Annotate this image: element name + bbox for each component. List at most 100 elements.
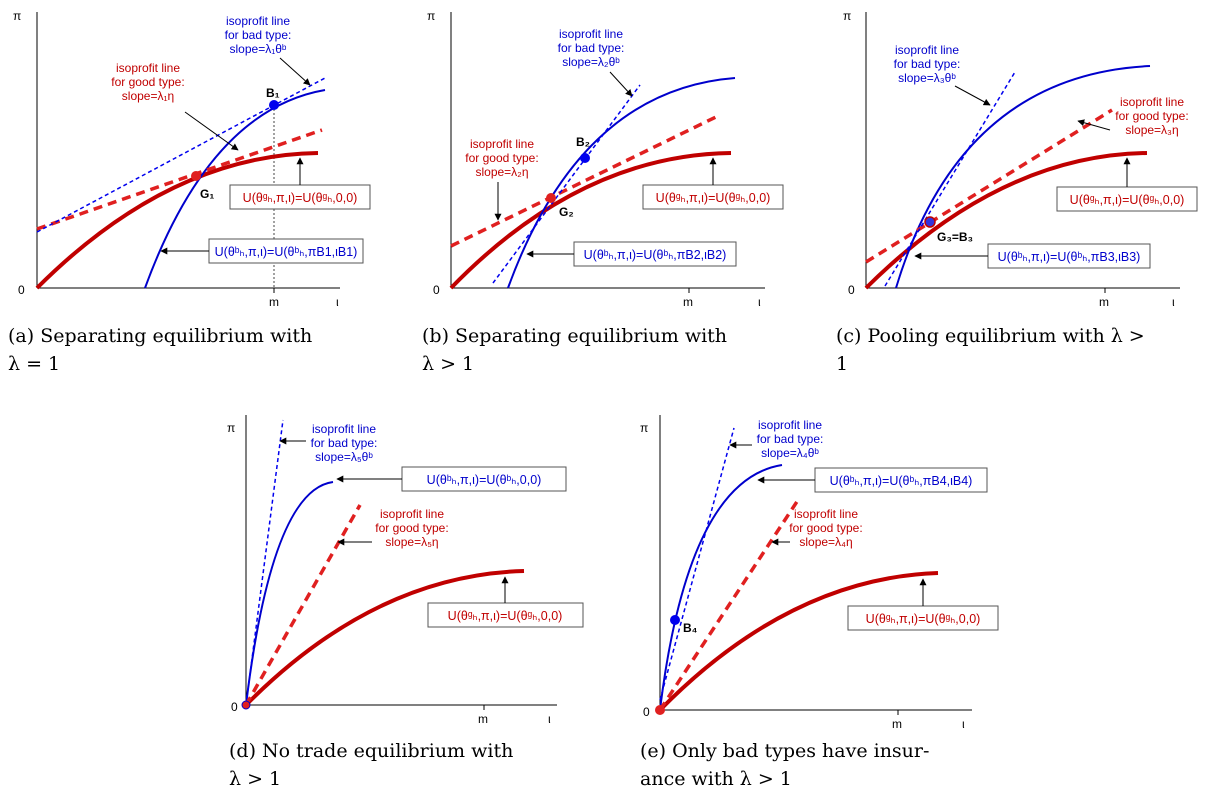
- svg-text:for bad type:: for bad type:: [894, 57, 961, 71]
- caption-d-line2: λ > 1: [229, 768, 281, 790]
- svg-text:slope=λ₄θᵇ: slope=λ₄θᵇ: [761, 446, 819, 460]
- point-g1: [191, 171, 201, 181]
- good-type-indifference-curve: [658, 571, 939, 712]
- bad-isoprofit-note: isoprofit line for bad type: slope=λ₄θᵇ: [757, 418, 824, 460]
- good-type-indifference-curve: [35, 151, 319, 290]
- good-curve-box: [229, 184, 371, 210]
- svg-text:slope=λ₃η: slope=λ₃η: [1125, 123, 1178, 137]
- origin-label: 0: [848, 283, 855, 297]
- good-curve-box: [847, 605, 999, 631]
- x-axis-label: ι: [336, 295, 339, 309]
- origin-label: 0: [18, 283, 25, 297]
- svg-text:isoprofit line: isoprofit line: [1120, 95, 1184, 109]
- bad-isoprofit-note: isoprofit line for bad type: slope=λ₅θᵇ: [311, 422, 378, 464]
- origin-label: 0: [433, 283, 440, 297]
- bad-isoprofit-line: [245, 419, 284, 706]
- caption-a-line2: λ = 1: [8, 353, 60, 375]
- svg-text:slope=λ₁η: slope=λ₁η: [122, 89, 174, 103]
- bad-type-indifference-curve: [659, 464, 783, 711]
- bad-note-arrow: [954, 85, 991, 106]
- good-curve-label: U(θᵍₕ,π,ι)=U(θᵍₕ,0,0): [866, 612, 981, 626]
- bad-isoprofit-note: isoprofit line for bad type: slope=λ₃θᵇ: [894, 43, 961, 85]
- panel-c: π 0 m ι G₃=B₃ isoprofit line for bad typ…: [836, 9, 1198, 375]
- good-isoprofit-line: [658, 496, 802, 711]
- svg-text:isoprofit line: isoprofit line: [380, 507, 444, 521]
- caption-e-line1: (e) Only bad types have insur-: [640, 740, 929, 762]
- point-g1-label: G₁: [200, 187, 214, 201]
- svg-text:for bad type:: for bad type:: [225, 28, 292, 42]
- y-axis-label: π: [843, 9, 851, 23]
- panel-d: π 0 m ι isoprofit line for bad type: slo…: [227, 415, 584, 790]
- caption-b-line1: (b) Separating equilibrium with: [422, 325, 727, 347]
- good-isoprofit-note: isoprofit line for good type: slope=λ₁η: [111, 61, 184, 103]
- bad-curve-label: U(θᵇₕ,π,ι)=U(θᵇₕ,0,0): [427, 473, 542, 487]
- point-b2: [580, 153, 590, 163]
- good-curve-box: [642, 184, 784, 210]
- bad-curve-box: [401, 466, 567, 492]
- bad-type-indifference-curve: [245, 481, 334, 706]
- bad-curve-label: U(θᵇₕ,π,ι)=U(θᵇₕ,πB1,ιB1): [215, 245, 358, 259]
- good-isoprofit-line: [36, 128, 323, 231]
- svg-text:isoprofit line: isoprofit line: [895, 43, 959, 57]
- svg-text:slope=λ₂θᵇ: slope=λ₂θᵇ: [562, 55, 620, 69]
- svg-text:for good type:: for good type:: [1115, 109, 1188, 123]
- x-axis-label: ι: [962, 717, 965, 731]
- good-note-arrow: [1077, 119, 1111, 131]
- good-isoprofit-line: [244, 504, 362, 706]
- good-curve-box: [427, 602, 584, 628]
- good-type-indifference-curve: [449, 151, 732, 290]
- y-axis-label: π: [13, 9, 21, 23]
- point-g2-label: G₂: [559, 205, 574, 219]
- good-isoprofit-note: isoprofit line for good type: slope=λ₄η: [789, 507, 862, 549]
- svg-text:isoprofit line: isoprofit line: [312, 422, 376, 436]
- svg-text:slope=λ₄η: slope=λ₄η: [799, 535, 852, 549]
- caption-b-line2: λ > 1: [422, 353, 474, 375]
- bad-note-arrow: [609, 71, 633, 97]
- bad-type-indifference-curve: [144, 89, 326, 289]
- good-isoprofit-line: [865, 108, 1113, 264]
- point-g3-b3: [924, 216, 936, 228]
- good-isoprofit-note: isoprofit line for good type: slope=λ₃η: [1115, 95, 1188, 137]
- good-curve-label: U(θᵍₕ,π,ι)=U(θᵍₕ,0,0): [448, 609, 563, 623]
- good-type-indifference-curve: [864, 151, 1148, 290]
- good-curve-label: U(θᵍₕ,π,ι)=U(θᵍₕ,0,0): [243, 191, 358, 205]
- caption-e-line2: ance with λ > 1: [640, 768, 792, 790]
- x-axis-label: ι: [1172, 295, 1175, 309]
- point-origin: [655, 705, 665, 715]
- svg-text:slope=λ₂η: slope=λ₂η: [475, 165, 528, 179]
- good-curve-label: U(θᵍₕ,π,ι)=U(θᵍₕ,0,0): [1070, 193, 1185, 207]
- x-axis-label: ι: [758, 295, 761, 309]
- y-axis-label: π: [427, 9, 435, 23]
- point-b2-label: B₂: [576, 135, 590, 149]
- bad-isoprofit-note: isoprofit line for bad type: slope=λ₂θᵇ: [558, 27, 625, 69]
- bad-isoprofit-line: [36, 77, 326, 233]
- m-tick-label: m: [683, 295, 693, 309]
- m-tick-label: m: [892, 717, 902, 731]
- caption-c-line1: (c) Pooling equilibrium with λ >: [836, 325, 1145, 347]
- panel-e: π 0 m ι B₄ isoprofit line for bad type: …: [640, 415, 999, 790]
- bad-curve-label: U(θᵇₕ,π,ι)=U(θᵇₕ,πB3,ιB3): [998, 250, 1141, 264]
- svg-text:isoprofit line: isoprofit line: [116, 61, 180, 75]
- svg-text:slope=λ₅η: slope=λ₅η: [385, 535, 438, 549]
- y-axis-label: π: [640, 421, 648, 435]
- svg-text:isoprofit line: isoprofit line: [794, 507, 858, 521]
- svg-text:isoprofit line: isoprofit line: [758, 418, 822, 432]
- m-tick-label: m: [1099, 295, 1109, 309]
- svg-text:isoprofit line: isoprofit line: [470, 137, 534, 151]
- caption-a-line1: (a) Separating equilibrium with: [8, 325, 312, 347]
- svg-text:slope=λ₃θᵇ: slope=λ₃θᵇ: [898, 71, 956, 85]
- svg-text:slope=λ₅θᵇ: slope=λ₅θᵇ: [315, 450, 373, 464]
- point-b4-label: B₄: [683, 621, 698, 635]
- bad-curve-box: [208, 238, 364, 264]
- bad-curve-label: U(θᵇₕ,π,ι)=U(θᵇₕ,πB2,ιB2): [584, 248, 727, 262]
- good-isoprofit-note: isoprofit line for good type: slope=λ₅η: [375, 507, 448, 549]
- svg-text:for bad type:: for bad type:: [558, 41, 625, 55]
- y-axis-label: π: [227, 421, 235, 435]
- point-origin: [241, 700, 251, 710]
- bad-type-indifference-curve: [507, 77, 736, 289]
- point-b1: [269, 100, 279, 110]
- bad-isoprofit-line: [492, 84, 641, 284]
- origin-label: 0: [231, 700, 238, 714]
- point-g3-b3-label: G₃=B₃: [937, 230, 973, 244]
